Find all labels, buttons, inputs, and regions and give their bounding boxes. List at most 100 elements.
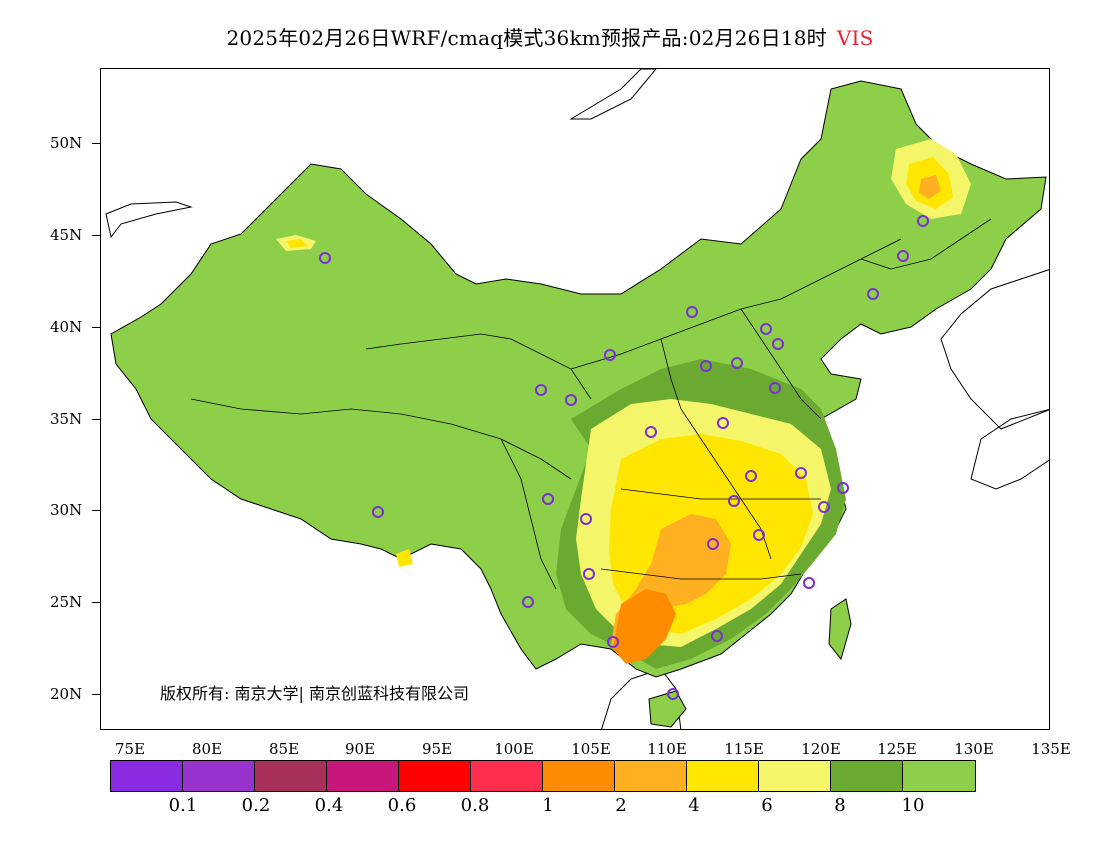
colorbar-swatch [687,761,759,791]
lon-label: 90E [344,740,376,758]
colorbar-label: 2 [615,795,627,816]
lat-label: 40N [50,318,83,336]
lon-label: 120E [801,740,841,758]
colorbar-label: 0.8 [460,795,490,816]
colorbar-swatch [327,761,399,791]
korea-coastline [940,269,1049,430]
colorbar-label: 0.4 [314,795,344,816]
station-marker [607,636,619,648]
colorbar-swatch [543,761,615,791]
station-marker [372,506,384,518]
station-marker [837,482,849,494]
colorbar-label: 0.1 [168,795,198,816]
station-marker [717,417,729,429]
station-marker [753,529,765,541]
lon-label: 115E [724,740,764,758]
colorbar-label: 6 [761,795,773,816]
colorbar-label: 0.2 [241,795,271,816]
province-boundaries [190,218,992,590]
title-variable: VIS [836,26,874,50]
lat-tick [92,694,100,695]
lon-label: 130E [954,740,994,758]
station-marker [604,349,616,361]
lat-label: 20N [50,685,83,703]
station-marker [818,501,830,513]
map-panel [100,68,1050,730]
station-marker [803,577,815,589]
station-marker [707,538,719,550]
lat-label: 45N [50,226,83,244]
station-marker [565,394,577,406]
station-marker [645,426,657,438]
lon-label: 85E [268,740,300,758]
station-marker [542,493,554,505]
station-marker [583,568,595,580]
lon-label: 105E [571,740,611,758]
lon-label: 95E [421,740,453,758]
colorbar-label: 1 [542,795,554,816]
colorbar-label: 4 [688,795,700,816]
lat-tick [92,602,100,603]
colorbar-swatch [759,761,831,791]
station-marker [795,467,807,479]
colorbar-swatch [399,761,471,791]
colorbar-label: 10 [901,795,925,816]
hainan-island [648,690,687,728]
sakhalin-coastline [569,69,657,120]
lon-label: 135E [1031,740,1071,758]
station-markers [319,215,929,700]
lon-label: 75E [114,740,146,758]
kazakh-lake-coastline [105,201,193,239]
copyright-notice: 版权所有: 南京大学| 南京创蓝科技有限公司 [160,684,469,703]
station-marker [522,596,534,608]
station-marker [731,357,743,369]
station-marker [711,630,723,642]
colorbar-swatch [615,761,687,791]
lat-label: 50N [50,134,83,152]
station-marker [917,215,929,227]
taiwan-island [828,598,852,661]
station-marker [667,688,679,700]
colorbar-swatch [111,761,183,791]
vis-1-2-zone [613,589,676,664]
title-text: 2025年02月26日WRF/cmaq模式36km预报产品:02月26日18时 [226,26,827,50]
lat-label: 35N [50,410,83,428]
map-title: 2025年02月26日WRF/cmaq模式36km预报产品:02月26日18时 V… [0,22,1100,51]
vis-ne-patch-core [919,175,941,199]
station-marker [745,470,757,482]
colorbar-label: 0.6 [387,795,417,816]
colorbar-swatch [183,761,255,791]
station-marker [769,382,781,394]
colorbar-swatch [831,761,903,791]
china-visibility-map [105,69,1049,729]
station-marker [319,252,331,264]
station-marker [772,338,784,350]
lon-label: 80E [191,740,223,758]
lat-tick [92,419,100,420]
vis-tibet-patch [396,549,413,567]
lat-tick [92,143,100,144]
station-marker [897,250,909,262]
japan-coastline [970,408,1049,490]
lat-label: 30N [50,501,83,519]
station-marker [760,323,772,335]
station-marker [700,360,712,372]
colorbar-swatch [255,761,327,791]
lat-tick [92,327,100,328]
lat-tick [92,235,100,236]
colorbar-swatch [903,761,975,791]
station-marker [867,288,879,300]
colorbar [110,760,976,792]
lon-label: 100E [494,740,534,758]
station-marker [686,306,698,318]
colorbar-swatch [471,761,543,791]
lon-label: 125E [877,740,917,758]
station-marker [535,384,547,396]
station-marker [728,495,740,507]
lat-label: 25N [50,593,83,611]
colorbar-label: 8 [834,795,846,816]
station-marker [580,513,592,525]
lat-tick [92,510,100,511]
vis-xinjiang-patch-core [286,239,308,248]
lon-label: 110E [647,740,687,758]
